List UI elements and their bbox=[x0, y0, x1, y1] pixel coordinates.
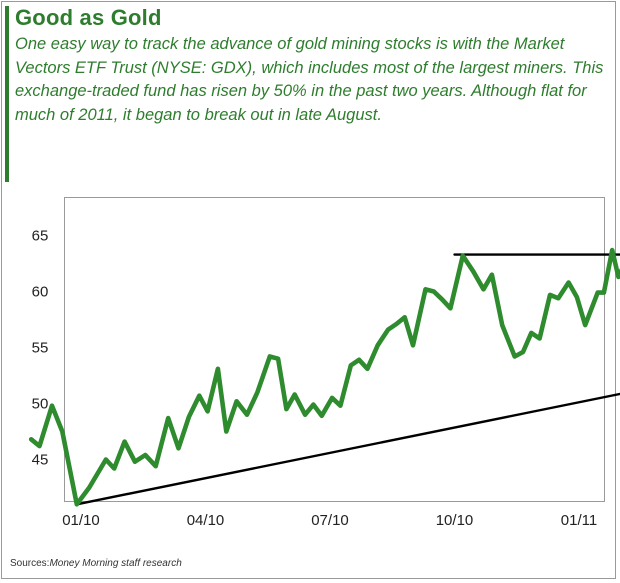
x-tick-label: 01/11 bbox=[561, 512, 597, 529]
source-text: Money Morning staff research bbox=[49, 558, 182, 569]
y-tick-label: 45 bbox=[32, 452, 49, 469]
y-axis-ticks: 45 50 55 60 65 bbox=[32, 228, 49, 469]
series-layer bbox=[28, 247, 620, 507]
chart-description: One easy way to track the advance of gol… bbox=[15, 35, 604, 124]
y-tick-label: 60 bbox=[32, 284, 49, 301]
chart-title: Good as Gold bbox=[15, 5, 162, 30]
x-tick-label: 04/10 bbox=[187, 512, 225, 529]
accent-bar bbox=[5, 6, 9, 182]
y-tick-label: 55 bbox=[32, 340, 49, 357]
gdx-price-line bbox=[28, 247, 620, 507]
x-tick-label: 07/10 bbox=[311, 512, 349, 529]
support-trendline bbox=[75, 392, 620, 506]
y-tick-label: 65 bbox=[32, 228, 49, 245]
source-label: Sources: bbox=[10, 558, 50, 569]
trendlines bbox=[75, 253, 620, 506]
x-tick-label: 10/10 bbox=[436, 512, 474, 529]
y-tick-label: 50 bbox=[32, 396, 49, 413]
source-note: Sources:Money Morning staff research bbox=[10, 558, 182, 569]
x-tick-label: 01/10 bbox=[62, 512, 100, 529]
